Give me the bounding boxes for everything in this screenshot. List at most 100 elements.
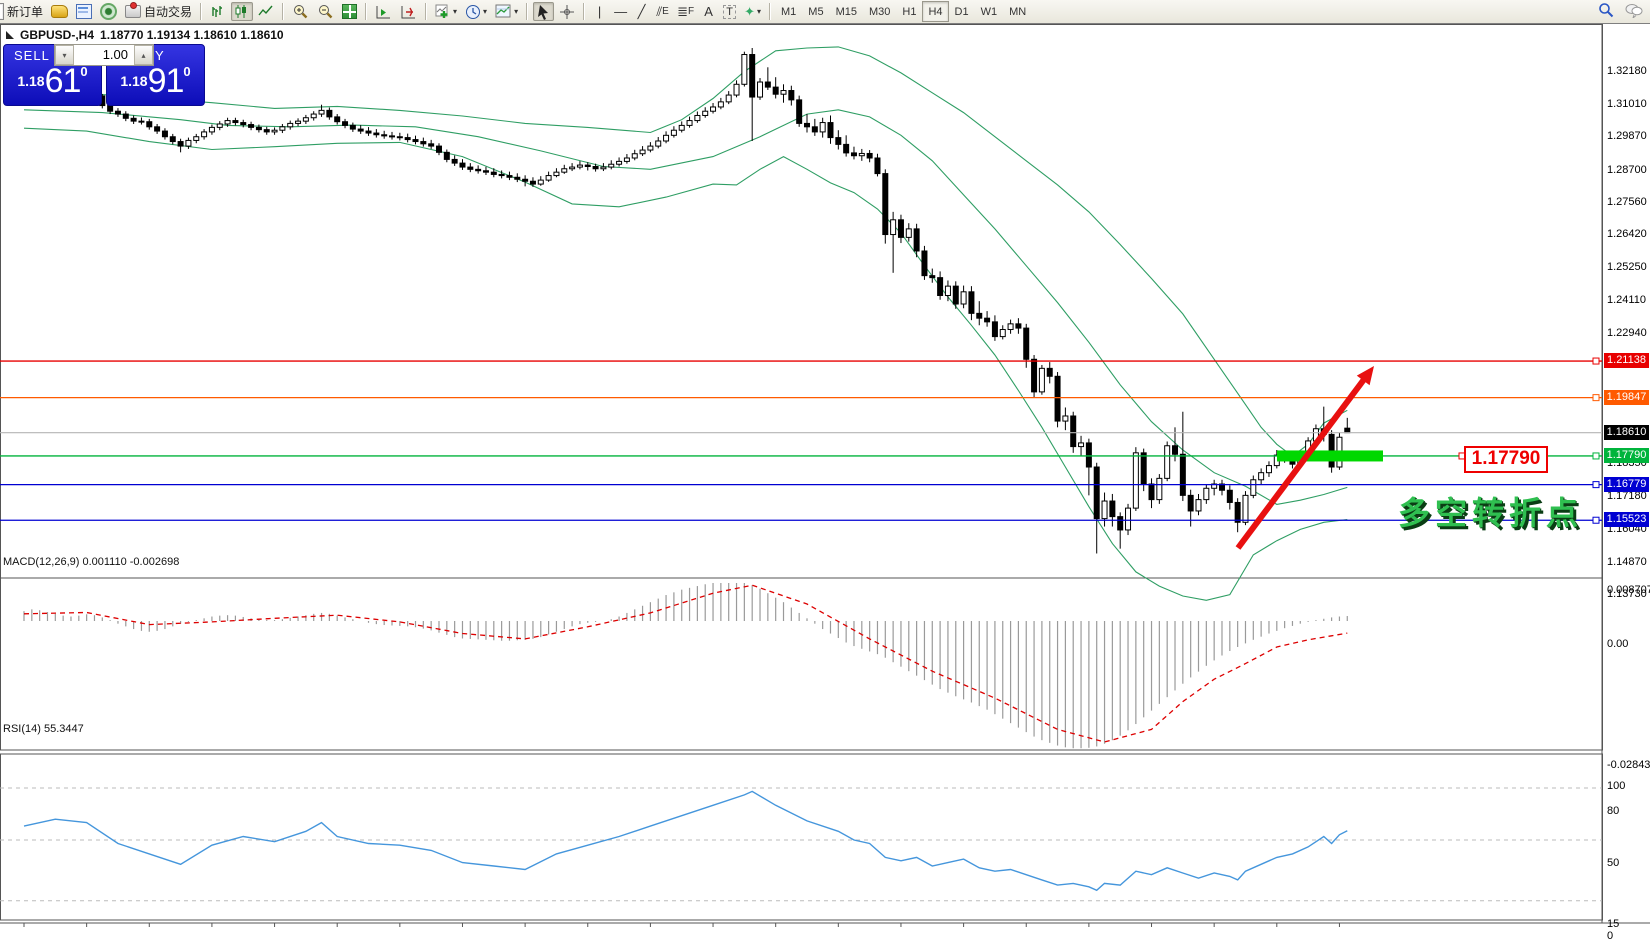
vertical-line-tool[interactable]: | (590, 2, 609, 21)
price-tick: 1.32180 (1607, 65, 1647, 77)
trend-arrow-line[interactable] (1235, 372, 1371, 550)
bar-chart-button[interactable] (207, 2, 229, 21)
timeframe-m5[interactable]: M5 (808, 5, 824, 18)
candle-body (224, 120, 231, 125)
price-tick: 1.29870 (1607, 130, 1647, 143)
toolbar-separator (200, 3, 203, 20)
candle-body (1031, 358, 1038, 393)
candle-body (608, 163, 615, 168)
ohlc-values: 1.18770 1.19134 1.18610 1.18610 (100, 28, 284, 42)
rsi-label: RSI(14) 55.3447 (3, 723, 84, 735)
level-handle[interactable] (1592, 516, 1600, 524)
candle-body (1265, 465, 1272, 474)
candle-body (631, 153, 638, 159)
chat-icon[interactable] (1624, 2, 1644, 18)
timeframe-h4[interactable]: H4 (922, 1, 949, 22)
bollinger-middle-band[interactable] (23, 109, 1348, 505)
candle-body (1078, 442, 1085, 448)
market-watch-button[interactable] (73, 2, 95, 21)
channel-hint: E (662, 6, 669, 17)
bollinger-lower-band[interactable] (23, 127, 1348, 601)
volume-input[interactable]: 1.00 (102, 47, 128, 62)
level-handle[interactable] (1592, 394, 1600, 402)
candle-body (373, 132, 380, 136)
new-order-label: 新订单 (7, 5, 44, 19)
candle-body (804, 122, 810, 128)
text-tool[interactable]: A (699, 2, 718, 21)
timeframe-w1[interactable]: W1 (980, 5, 998, 18)
templates-button[interactable]: ▾ (492, 2, 521, 21)
chart-canvas[interactable] (0, 24, 1650, 941)
bollinger-upper-band[interactable] (23, 46, 1348, 457)
candle-body (490, 171, 497, 175)
chart-window[interactable]: GBPUSD-,H4 1.18770 1.19134 1.18610 1.186… (0, 24, 1650, 941)
timeframe-m15[interactable]: M15 (835, 5, 857, 18)
candle-body (913, 228, 920, 252)
navigator-button[interactable] (97, 2, 120, 21)
fibonacci-tool[interactable]: ≣ F (674, 2, 697, 21)
timeframe-h1[interactable]: H1 (902, 5, 917, 18)
auto-trading-button[interactable]: 自动交易 (122, 2, 195, 21)
one-click-trading-panel: SELL 1.18610 BUY 1.18910 ▾ 1.00 ▴ (3, 44, 205, 106)
level-handle[interactable] (1592, 357, 1600, 365)
auto-trading-icon (125, 2, 142, 18)
candlestick-chart-button[interactable] (231, 2, 254, 21)
volume-decrease-button[interactable]: ▾ (55, 45, 74, 65)
periods-button[interactable]: ▾ (462, 2, 490, 21)
cursor-tool-button[interactable] (533, 2, 555, 21)
timeframe-mn[interactable]: MN (1009, 5, 1027, 18)
candle-body (193, 136, 200, 141)
arrows-tool[interactable]: ✦ ▾ (741, 2, 764, 21)
trendline-tool[interactable]: ╱ (632, 2, 651, 21)
horizontal-line-tool[interactable]: — (611, 2, 630, 21)
candle-body (1195, 499, 1202, 512)
level-handle[interactable] (1592, 481, 1600, 489)
tile-windows-button[interactable] (339, 2, 360, 21)
candle-body (960, 291, 967, 305)
timeframe-m1[interactable]: M1 (781, 5, 797, 18)
high-value: 1.19134 (146, 28, 191, 42)
search-icon[interactable] (1598, 2, 1614, 18)
candle-body (1023, 327, 1030, 360)
level-price-box: 1.16779 (1604, 476, 1649, 492)
indicators-button[interactable]: ▾ (432, 2, 460, 21)
level-handle[interactable] (1592, 452, 1600, 460)
price-tick: 1.22940 (1607, 326, 1647, 339)
candle-body (146, 121, 153, 128)
price-tag-annotation[interactable]: 1.17790 (1464, 446, 1548, 473)
line-chart-button[interactable] (255, 2, 277, 21)
candle-body (984, 317, 991, 323)
price-tick: 1.26420 (1607, 228, 1647, 241)
crosshair-tool-button[interactable] (556, 2, 578, 21)
new-order-icon (0, 3, 4, 20)
timeframe-m30[interactable]: M30 (868, 5, 891, 18)
zoom-in-button[interactable] (289, 2, 312, 21)
candle-body (342, 121, 349, 126)
candle-body (498, 173, 505, 177)
candle-body (482, 170, 489, 173)
candle-body (1226, 489, 1233, 503)
macd-tick: 0.00 (1607, 638, 1629, 650)
zoom-out-button[interactable] (314, 2, 337, 21)
candle-body (850, 152, 857, 157)
trend-arrow-head[interactable] (1356, 366, 1374, 386)
candle-body (694, 114, 701, 122)
auto-scroll-button[interactable] (397, 2, 420, 21)
channel-icon: ⫽ (656, 3, 663, 19)
candle-body (185, 139, 192, 147)
green-highlight-bar[interactable] (1277, 450, 1383, 462)
bar-chart-icon (212, 6, 223, 17)
text-label-tool[interactable]: T (720, 2, 739, 21)
chart-profile-button[interactable] (48, 2, 71, 21)
candle-body (529, 180, 536, 185)
timeframe-d1[interactable]: D1 (954, 5, 969, 18)
channel-tool[interactable]: ⫽ E (653, 2, 672, 21)
chart-shift-button[interactable] (372, 2, 395, 21)
line-chart-icon (258, 5, 273, 16)
candle-body (819, 122, 826, 133)
turning-point-annotation[interactable]: 多空转折点 (1398, 495, 1584, 531)
candle-body (976, 312, 983, 319)
new-order-button[interactable]: 新订单 (0, 2, 46, 21)
volume-increase-button[interactable]: ▴ (134, 45, 153, 65)
